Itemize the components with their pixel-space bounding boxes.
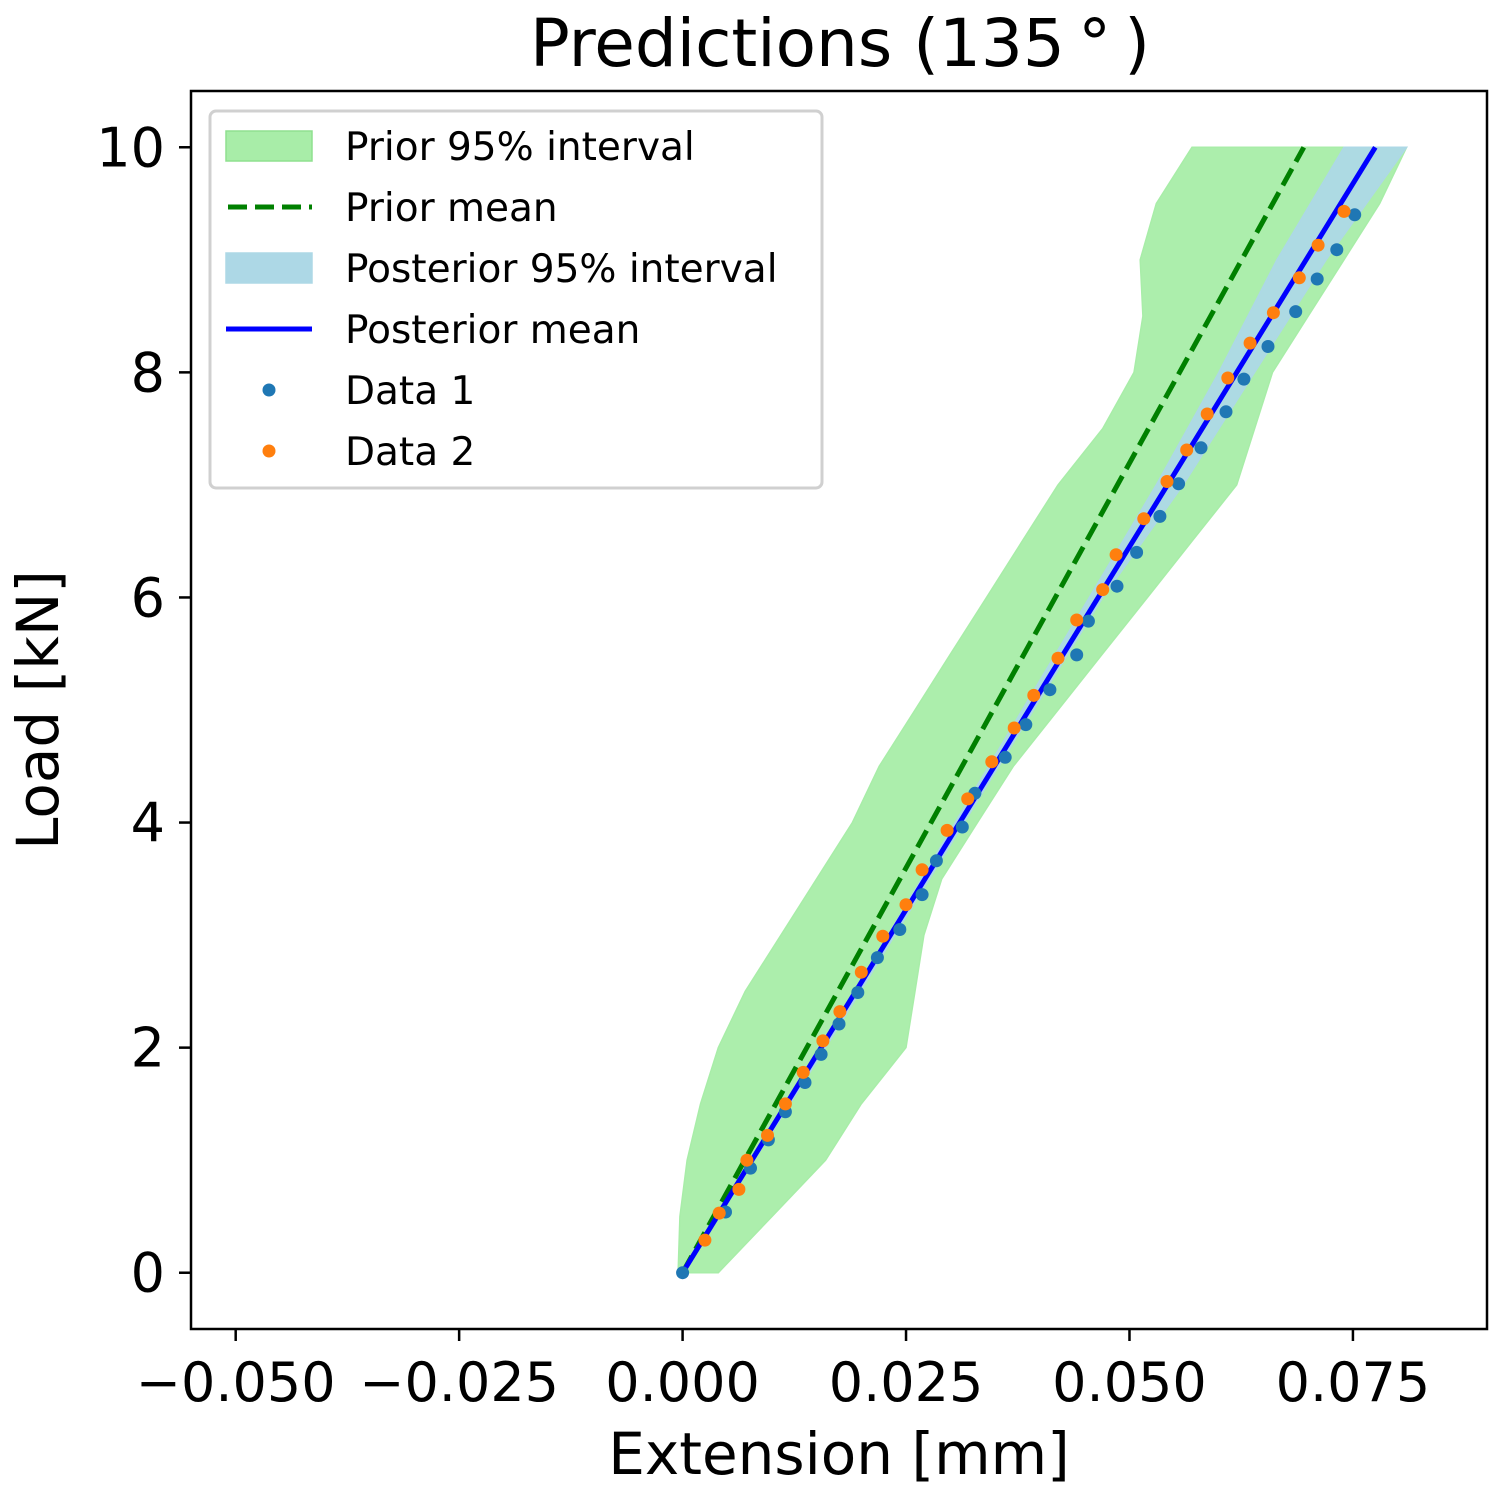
x-tick-label: 0.025 xyxy=(829,1351,984,1414)
legend-swatch-data-2 xyxy=(262,444,276,458)
data-2-point xyxy=(833,1005,847,1019)
data-2-point xyxy=(778,1097,792,1111)
data-1-point xyxy=(1310,272,1324,286)
data-points xyxy=(676,204,1362,1280)
legend-label-prior-95-interval: Prior 95% interval xyxy=(345,125,695,170)
data-1-point xyxy=(1043,683,1057,697)
y-tick-label: 2 xyxy=(131,1017,165,1080)
data-1-point xyxy=(1019,718,1033,732)
data-2-point xyxy=(961,792,975,806)
data-1-point xyxy=(1237,372,1251,386)
data-2-point xyxy=(816,1034,830,1048)
data-1-point xyxy=(1070,648,1084,662)
legend-label-data-1: Data 1 xyxy=(345,369,475,414)
data-1-point xyxy=(955,820,969,834)
data-2-point xyxy=(899,898,913,912)
data-1-point xyxy=(929,854,943,868)
legend-swatch-posterior-95-interval xyxy=(225,252,313,284)
data-1-point xyxy=(998,750,1012,764)
x-tick-label: 0.050 xyxy=(1052,1351,1207,1414)
data-2-point xyxy=(1007,721,1021,735)
data-2-point xyxy=(985,755,999,769)
data-2-point xyxy=(1051,651,1065,665)
legend-swatch-prior-95-interval xyxy=(225,130,313,162)
data-2-point xyxy=(761,1128,774,1142)
data-2-point xyxy=(1070,613,1084,627)
data-2-point xyxy=(876,929,890,943)
data-2-point xyxy=(740,1153,754,1167)
data-2-point xyxy=(1200,407,1214,421)
y-axis-label: Load [kN] xyxy=(4,570,72,850)
legend-swatch-data-1 xyxy=(262,383,276,397)
data-2-point xyxy=(1266,306,1280,320)
data-1-point xyxy=(893,923,907,936)
posterior-mean-line xyxy=(680,145,1378,1275)
data-2-point xyxy=(1337,204,1351,218)
data-1-point xyxy=(1172,477,1186,491)
legend-label-posterior-mean: Posterior mean xyxy=(345,308,640,353)
data-1-point xyxy=(832,1017,846,1031)
data-2-point xyxy=(1311,238,1325,252)
data-1-point xyxy=(1348,208,1362,222)
data-1-point xyxy=(1219,405,1233,419)
data-1-point xyxy=(814,1047,828,1061)
x-tick-label: 0.075 xyxy=(1276,1351,1431,1414)
data-2-point xyxy=(698,1233,712,1247)
y-tick-label: 8 xyxy=(131,341,165,404)
data-1-point xyxy=(1330,243,1344,257)
data-2-point xyxy=(1180,443,1194,457)
data-2-point xyxy=(940,823,954,837)
legend: Prior 95% interval Prior mean Posterior 95… xyxy=(208,109,824,490)
data-1-point xyxy=(870,951,884,965)
data-1-point xyxy=(1261,340,1275,353)
data-1-point xyxy=(1130,545,1144,559)
data-2-point xyxy=(1160,475,1174,488)
y-axis-ticks: 0 2 4 6 8 10 xyxy=(96,116,191,1305)
data-2-point xyxy=(854,965,868,979)
data-2-point xyxy=(1292,271,1306,285)
y-tick-label: 4 xyxy=(131,792,165,855)
data-1-point xyxy=(1289,305,1303,319)
data-2-point xyxy=(915,863,929,877)
x-tick-label: 0.000 xyxy=(605,1351,760,1414)
x-axis-ticks: −0.050 −0.025 0.000 0.025 0.050 0.075 xyxy=(136,1329,1430,1414)
y-tick-label: 10 xyxy=(96,116,165,179)
plot-area-frame xyxy=(189,89,1489,1331)
x-tick-label: −0.050 xyxy=(136,1351,336,1414)
mean-lines xyxy=(680,145,1378,1275)
data-1-point xyxy=(915,888,929,902)
chart-title: Predictions (135 ° ) xyxy=(530,5,1150,82)
data-1-point xyxy=(798,1076,812,1089)
y-tick-label: 6 xyxy=(131,566,165,629)
legend-label-posterior-95-interval: Posterior 95% interval xyxy=(345,247,778,292)
data-2-point xyxy=(712,1206,726,1220)
data-2-point xyxy=(796,1065,810,1079)
data-2-point xyxy=(1109,548,1123,562)
data-2-point xyxy=(1243,336,1257,350)
data-1-point xyxy=(676,1266,690,1280)
legend-label-data-2: Data 2 xyxy=(345,430,475,475)
data-1-point xyxy=(1194,441,1208,455)
data-1-point xyxy=(1110,579,1124,593)
data-1-point xyxy=(1081,614,1095,628)
data-2-point xyxy=(1221,371,1235,385)
legend-label-prior-mean: Prior mean xyxy=(345,186,558,231)
x-axis-label: Extension [mm] xyxy=(608,1420,1069,1488)
data-2-point xyxy=(1137,512,1151,526)
y-tick-label: 0 xyxy=(131,1242,165,1305)
data-2-point xyxy=(1096,583,1110,597)
data-1-point xyxy=(1153,509,1167,523)
legend-box xyxy=(208,109,824,490)
data-1-point xyxy=(851,986,865,999)
x-tick-label: −0.025 xyxy=(359,1351,559,1414)
prior-mean-line xyxy=(680,146,1306,1274)
data-2-point xyxy=(1027,688,1041,702)
data-2-point xyxy=(732,1182,746,1196)
